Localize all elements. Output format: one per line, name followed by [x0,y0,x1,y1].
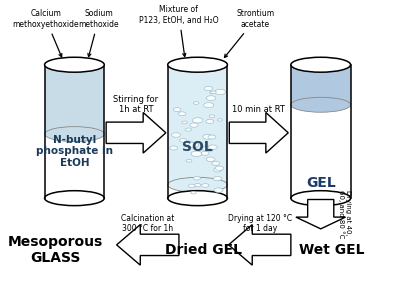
Text: Calcium
methoxyethoxide: Calcium methoxyethoxide [12,9,79,57]
Text: Drying at 40,
60, and 80 °C: Drying at 40, 60, and 80 °C [338,190,351,238]
Text: N-butyl
phosphate in
EtOH: N-butyl phosphate in EtOH [36,135,113,168]
Ellipse shape [168,57,228,72]
Ellipse shape [213,176,222,181]
Bar [168,65,228,185]
Bar [44,65,104,198]
Ellipse shape [182,121,187,124]
Ellipse shape [173,108,181,112]
Ellipse shape [183,143,190,146]
Ellipse shape [194,183,201,187]
Bar [44,65,104,134]
Ellipse shape [204,86,213,90]
Ellipse shape [215,89,226,95]
Ellipse shape [291,191,350,206]
Ellipse shape [202,146,214,151]
Text: Calcination at
300 °C for 1h: Calcination at 300 °C for 1h [121,214,175,234]
Ellipse shape [190,123,198,127]
Text: Drying at 120 °C
for 1 day: Drying at 120 °C for 1 day [228,214,292,234]
Text: Mesoporous
GLASS: Mesoporous GLASS [8,235,103,265]
Ellipse shape [206,119,214,123]
Bar [291,65,350,105]
Ellipse shape [44,57,104,72]
Ellipse shape [178,112,186,115]
Ellipse shape [206,96,216,101]
Ellipse shape [191,191,196,194]
Ellipse shape [291,191,350,206]
Polygon shape [116,225,179,265]
Polygon shape [229,112,288,153]
Text: Sodium
methoxide: Sodium methoxide [78,9,119,57]
Ellipse shape [186,159,192,162]
Ellipse shape [192,118,203,123]
Ellipse shape [44,191,104,206]
Ellipse shape [193,176,200,180]
Ellipse shape [204,103,214,108]
Text: 10 min at RT: 10 min at RT [232,105,285,114]
Ellipse shape [208,145,217,149]
Ellipse shape [172,133,180,137]
Ellipse shape [44,191,104,206]
Ellipse shape [210,91,214,94]
Ellipse shape [180,139,187,142]
Ellipse shape [202,184,209,187]
Text: Stirring for
1h at RT: Stirring for 1h at RT [114,95,158,114]
Polygon shape [228,225,291,265]
Bar [168,65,228,198]
Ellipse shape [206,157,215,162]
Ellipse shape [201,151,209,155]
Ellipse shape [188,142,198,148]
Ellipse shape [208,135,216,139]
Text: Mixture of
P123, EtOH, and H₂O: Mixture of P123, EtOH, and H₂O [139,5,219,56]
Polygon shape [296,200,346,229]
Text: Wet GEL: Wet GEL [299,243,365,257]
Ellipse shape [291,97,350,112]
Text: GEL: GEL [306,176,336,191]
Text: Dried GEL: Dried GEL [165,243,242,257]
Ellipse shape [214,188,223,192]
Ellipse shape [203,134,212,139]
Ellipse shape [188,184,195,187]
Polygon shape [106,112,166,153]
Ellipse shape [194,102,199,104]
Ellipse shape [211,91,216,94]
Ellipse shape [212,161,220,165]
Ellipse shape [209,115,215,118]
Ellipse shape [217,119,222,121]
Text: SOL: SOL [182,140,213,155]
Ellipse shape [215,166,224,170]
Ellipse shape [168,191,228,206]
Ellipse shape [44,127,104,142]
Ellipse shape [170,146,178,150]
Text: Strontium
acetate: Strontium acetate [224,9,274,58]
Ellipse shape [183,141,193,146]
Ellipse shape [291,57,350,72]
Ellipse shape [214,168,221,172]
Ellipse shape [168,191,228,206]
Ellipse shape [185,128,192,131]
Ellipse shape [168,177,228,192]
Ellipse shape [191,151,202,157]
Bar [291,65,350,198]
